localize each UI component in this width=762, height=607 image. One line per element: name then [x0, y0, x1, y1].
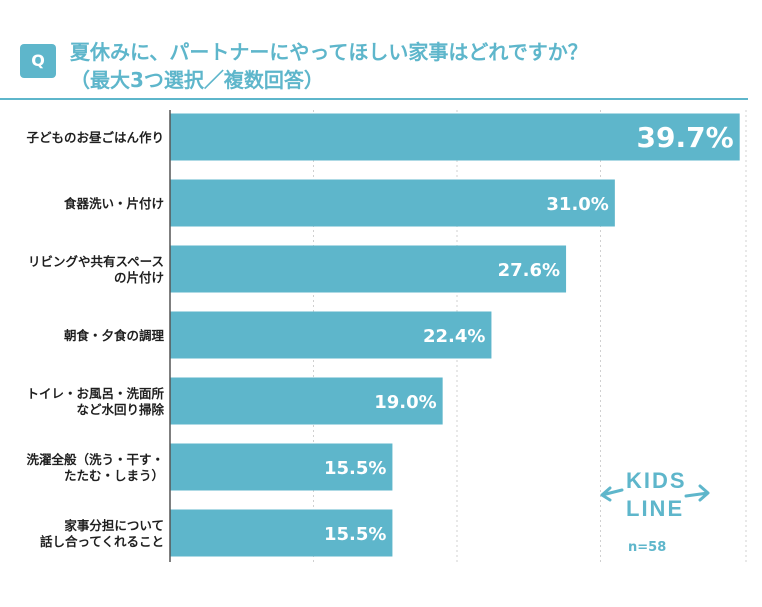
category-label-2: 食器洗い・片付け: [63, 196, 164, 211]
category-label-5-line1: トイレ・お風呂・洗面所: [26, 386, 164, 401]
chart-title: 夏休みに、パートナーにやってほしい家事はどれですか？ （最大3つ選択／複数回答）: [70, 38, 588, 94]
category-label-3-line1: リビングや共有スペース: [28, 254, 164, 269]
category-label-1: 子どものお昼ごはん作り: [26, 130, 164, 145]
value-label-6: 15.5%: [324, 458, 386, 479]
category-label-4: 朝食・夕食の調理: [64, 328, 165, 343]
value-label-2: 31.0%: [546, 194, 608, 215]
question-badge: Q: [20, 44, 56, 78]
chart-title-line1: 夏休みに、パートナーにやってほしい家事はどれですか？: [70, 40, 588, 64]
category-label-7-line1: 家事分担について: [64, 518, 164, 533]
category-label-6-line2: たたむ・しまう）: [64, 468, 164, 483]
header-divider: [0, 98, 748, 100]
category-label-6-line1: 洗濯全般（洗う・干す・: [26, 452, 164, 467]
value-label-1: 39.7%: [637, 121, 734, 154]
bar-2: [170, 179, 615, 227]
logo-text-line2: LINE: [626, 496, 684, 521]
kidsline-logo: KIDS LINE: [600, 468, 710, 521]
value-label-5: 19.0%: [374, 392, 436, 413]
bar-7: [170, 509, 393, 557]
sample-size: n=58: [628, 540, 667, 555]
bar-5: [170, 377, 443, 425]
bar-6: [170, 443, 393, 491]
bar-3: [170, 245, 567, 293]
bar-1: [170, 113, 740, 161]
chart-title-line2: （最大3つ選択／複数回答）: [70, 68, 324, 92]
value-label-7: 15.5%: [324, 524, 386, 545]
chart-header: Q 夏休みに、パートナーにやってほしい家事はどれですか？ （最大3つ選択／複数回…: [0, 0, 762, 100]
value-label-4: 22.4%: [423, 326, 485, 347]
category-label-7-line2: 話し合ってくれること: [40, 534, 164, 549]
logo-text-line1: KIDS: [626, 468, 687, 493]
value-label-3: 27.6%: [498, 260, 560, 281]
bar-4: [170, 311, 492, 359]
category-label-3-line2: の片付け: [114, 270, 164, 285]
category-label-5-line2: など水回り掃除: [76, 402, 164, 417]
